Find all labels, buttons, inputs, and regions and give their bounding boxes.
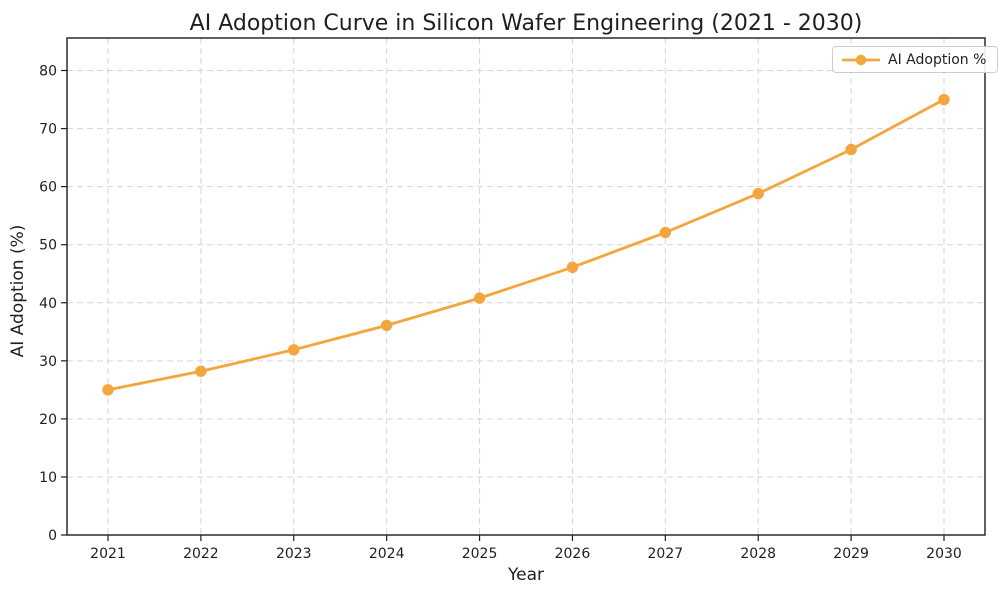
data-point-2029 [845, 143, 857, 156]
y-tick-label: 50 [39, 238, 57, 254]
data-point-2024 [380, 319, 393, 332]
x-tick-label: 2022 [183, 546, 219, 562]
data-point-2027 [659, 226, 672, 239]
x-tick-label: 2025 [462, 546, 498, 562]
x-tick-label: 2029 [833, 546, 869, 562]
x-tick-label: 2030 [926, 546, 962, 562]
y-tick-label: 60 [39, 180, 57, 196]
y-axis-label: AI Adoption (%) [8, 224, 28, 358]
x-tick-label: 2028 [740, 546, 776, 562]
x-tick-label: 2024 [369, 546, 405, 562]
y-tick-label: 0 [48, 528, 57, 544]
x-tick-label: 2027 [648, 546, 684, 562]
x-tick-label: 2023 [276, 546, 312, 562]
data-point-2022 [195, 365, 207, 377]
x-axis-label: Year [508, 565, 544, 585]
legend-sample-marker [855, 54, 867, 65]
chart-title: AI Adoption Curve in Silicon Wafer Engin… [189, 11, 863, 36]
legend-label: AI Adoption % [888, 51, 987, 68]
data-point-2021 [102, 384, 114, 396]
data-point-2030 [938, 93, 950, 106]
y-tick-label: 80 [39, 64, 57, 80]
data-point-2025 [473, 292, 486, 304]
data-point-2023 [288, 344, 300, 356]
y-tick-label: 70 [39, 122, 57, 138]
y-tick-label: 20 [39, 412, 57, 428]
data-line [106, 98, 946, 392]
x-tick-label: 2021 [90, 546, 126, 562]
y-tick-label: 30 [39, 354, 57, 370]
legend-line-marker-icon [842, 54, 880, 65]
plot-frame [66, 37, 986, 536]
legend: AI Adoption % [832, 46, 999, 73]
y-tick-label: 40 [39, 296, 57, 312]
x-tick-label: 2026 [555, 546, 591, 562]
data-point-2026 [566, 261, 579, 274]
y-tick-label: 10 [39, 470, 57, 486]
data-point-2028 [752, 187, 764, 200]
